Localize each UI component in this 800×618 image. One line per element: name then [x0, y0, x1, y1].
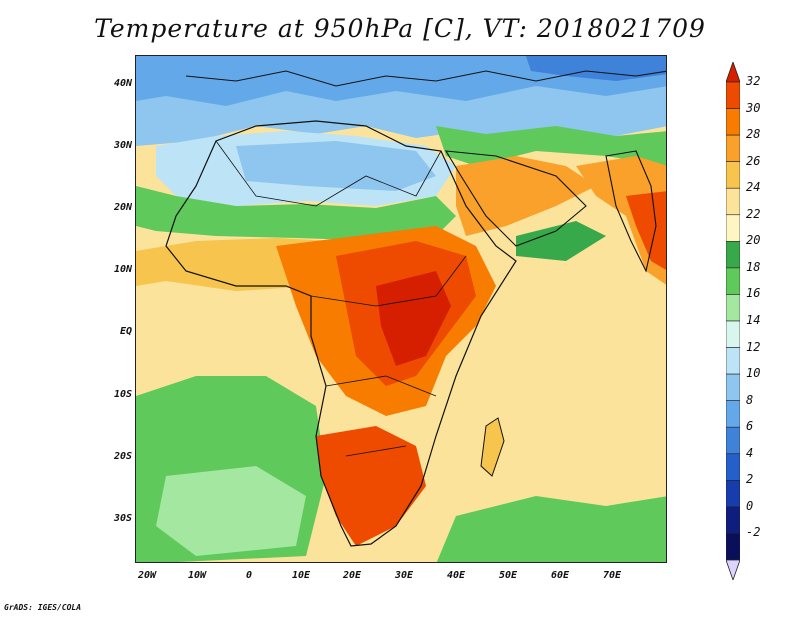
colorbar-box	[726, 214, 740, 242]
lon-label-20e: 20E	[342, 570, 362, 581]
lon-label-70e: 70E	[602, 570, 622, 581]
arabia-coastline	[444, 150, 587, 247]
colorbar-box	[726, 373, 740, 401]
colorbar-box	[726, 294, 740, 322]
colorbar-box	[726, 161, 740, 189]
lon-label-60e: 60E	[550, 570, 570, 581]
lon-label-40e: 40E	[446, 570, 466, 581]
country-borders-north	[215, 140, 442, 207]
colorbar-label: 32	[746, 74, 761, 88]
colorbar-box	[726, 533, 740, 561]
colorbar-box	[726, 267, 740, 295]
arabia-warm	[456, 156, 596, 236]
india-coastline	[605, 150, 657, 273]
colorbar-label: 26	[746, 153, 761, 168]
lat-label-40n: 40N	[113, 78, 132, 89]
lon-label-10e: 10E	[291, 570, 311, 581]
lat-label-30n: 30N	[113, 140, 132, 151]
madagascar	[480, 417, 505, 477]
colorbar-box	[726, 426, 740, 455]
colorbar-label: -2	[746, 525, 761, 540]
colorbar-label: 2	[746, 472, 754, 487]
colorbar-box	[726, 347, 740, 375]
colorbar-box	[726, 320, 740, 348]
europe-coastline	[185, 70, 666, 87]
country-borders-south	[325, 375, 437, 457]
colorbar-box	[726, 453, 740, 481]
lon-label-20w: 20W	[137, 570, 157, 581]
colorbar-box	[726, 81, 740, 109]
sahara-cooler	[236, 141, 436, 191]
colorbar-top-arrow	[726, 62, 740, 83]
colorbar-box	[726, 400, 740, 428]
lon-label-10w: 10W	[187, 570, 207, 581]
colorbar-box	[726, 480, 740, 508]
lat-label-10n: 10N	[113, 264, 132, 275]
colorbar-label: 0	[746, 498, 754, 513]
colorbar-box	[726, 506, 740, 534]
colorbar-label: 4	[746, 445, 754, 460]
temperature-map	[135, 55, 667, 563]
north-coldest-band	[526, 56, 666, 81]
colorbar-box	[726, 134, 740, 162]
colorbar-label: 20	[746, 233, 761, 248]
credit-text: GrADS: IGES/COLA	[4, 603, 82, 612]
lat-label-30s: 30S	[113, 513, 132, 524]
colorbar-label: 10	[746, 366, 761, 381]
country-borders-central	[310, 255, 467, 307]
colorbar-label: 14	[746, 313, 761, 327]
south-atlantic-cool	[156, 466, 306, 556]
colorbar-box	[726, 108, 740, 136]
southern-indian-green	[436, 496, 666, 562]
map-canvas	[136, 56, 666, 562]
africa-coastline	[165, 120, 517, 547]
colorbar-bottom-arrow	[726, 559, 740, 580]
lat-label-10s: 10S	[113, 389, 132, 400]
colorbar-label: 6	[746, 419, 754, 434]
colorbar-label: 22	[746, 206, 761, 221]
lat-label-20n: 20N	[113, 202, 132, 213]
lat-label-20s: 20S	[113, 451, 132, 462]
map-title: Temperature at 950hPa [C], VT: 201802170…	[94, 14, 706, 43]
lat-label-eq: EQ	[119, 326, 132, 337]
india-warm	[576, 156, 666, 285]
sahel-green	[136, 186, 456, 241]
arabian-sea-green	[516, 221, 606, 261]
lon-label-50e: 50E	[498, 570, 518, 581]
east-africa-hottest	[376, 271, 451, 366]
colorbar-label: 28	[746, 127, 761, 142]
colorbar-label: 8	[746, 392, 754, 407]
colorbar-box	[726, 187, 740, 216]
southern-africa-hot	[316, 426, 426, 546]
colorbar-label: 30	[746, 100, 761, 115]
lon-label-30e: 30E	[394, 570, 414, 581]
colorbar-label: 16	[746, 286, 761, 301]
colorbar-label: 24	[746, 180, 761, 195]
colorbar-label: 18	[746, 259, 761, 274]
colorbar	[726, 62, 740, 580]
lon-label-0: 0	[245, 570, 253, 581]
colorbar-box	[726, 241, 740, 269]
india-hot	[626, 191, 666, 270]
colorbar-label: 12	[746, 339, 761, 354]
